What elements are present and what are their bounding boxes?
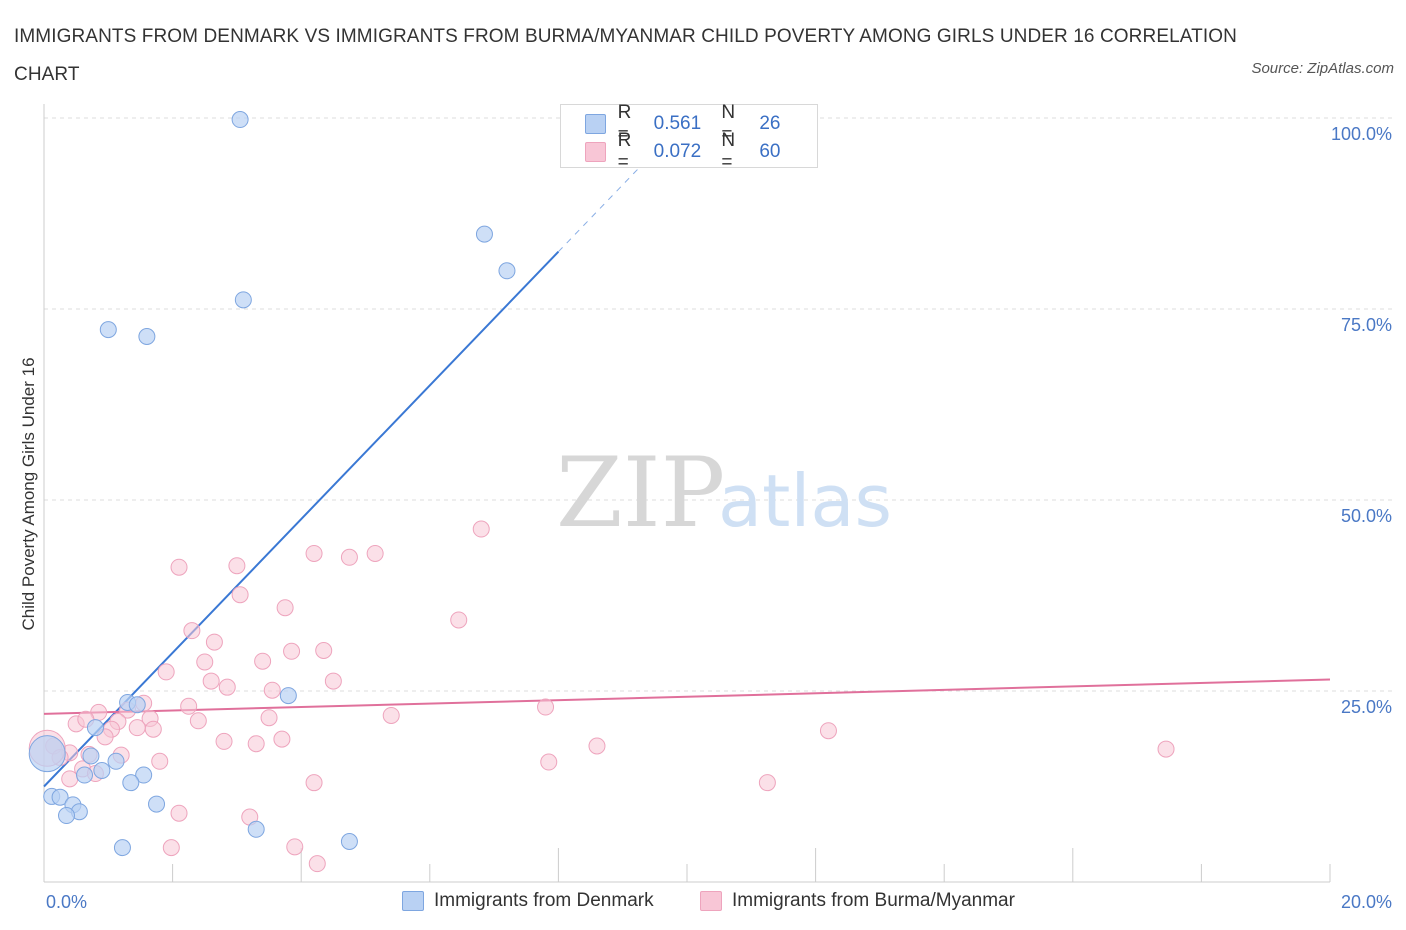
grid-lines bbox=[44, 118, 1394, 691]
point-burma bbox=[820, 723, 836, 739]
point-burma bbox=[306, 775, 322, 791]
point-burma bbox=[171, 559, 187, 575]
point-burma bbox=[190, 713, 206, 729]
point-burma bbox=[197, 654, 213, 670]
point-burma bbox=[229, 558, 245, 574]
point-burma bbox=[264, 682, 280, 698]
trend-line-burma bbox=[44, 680, 1330, 714]
point-burma bbox=[325, 673, 341, 689]
point-denmark bbox=[100, 322, 116, 338]
y-tick-label: 25.0% bbox=[1341, 697, 1392, 717]
y-tick-label: 75.0% bbox=[1341, 315, 1392, 335]
legend-n-value: 26 bbox=[759, 113, 817, 135]
point-denmark bbox=[108, 753, 124, 769]
point-denmark bbox=[139, 329, 155, 345]
point-burma bbox=[152, 753, 168, 769]
legend-swatch-denmark bbox=[585, 114, 606, 134]
y-tick-label: 100.0% bbox=[1331, 124, 1392, 144]
y-axis-label: Child Poverty Among Girls Under 16 bbox=[19, 357, 38, 630]
point-burma bbox=[203, 673, 219, 689]
point-denmark bbox=[248, 821, 264, 837]
point-burma bbox=[163, 840, 179, 856]
point-denmark bbox=[123, 775, 139, 791]
point-burma bbox=[129, 720, 145, 736]
point-burma bbox=[383, 707, 399, 723]
point-burma bbox=[261, 710, 277, 726]
x-tick-label: 20.0% bbox=[1341, 892, 1392, 912]
y-tick-label: 50.0% bbox=[1341, 506, 1392, 526]
point-burma bbox=[277, 600, 293, 616]
legend-label-denmark: Immigrants from Denmark bbox=[434, 890, 654, 912]
legend: R = 0.561 N = 26 R = 0.072 N = 60 bbox=[560, 104, 818, 168]
legend-label-burma: Immigrants from Burma/Myanmar bbox=[732, 890, 1015, 912]
point-burma bbox=[759, 775, 775, 791]
point-burma bbox=[541, 754, 557, 770]
point-burma bbox=[284, 643, 300, 659]
x-tick-label: 0.0% bbox=[46, 892, 87, 912]
point-burma bbox=[341, 549, 357, 565]
point-denmark bbox=[83, 748, 99, 764]
point-burma bbox=[232, 587, 248, 603]
point-denmark bbox=[94, 762, 110, 778]
point-denmark bbox=[476, 226, 492, 242]
point-burma bbox=[306, 545, 322, 561]
point-denmark bbox=[129, 697, 145, 713]
point-burma bbox=[451, 612, 467, 628]
legend-n-value: 60 bbox=[759, 141, 817, 163]
legend-swatch-burma bbox=[700, 891, 722, 911]
point-denmark bbox=[280, 688, 296, 704]
point-burma bbox=[287, 839, 303, 855]
point-burma bbox=[206, 634, 222, 650]
bottom-legend-burma: Immigrants from Burma/Myanmar bbox=[700, 890, 1015, 912]
point-denmark bbox=[341, 834, 357, 850]
point-burma bbox=[316, 643, 332, 659]
point-burma bbox=[62, 771, 78, 787]
watermark: ZIP atlas bbox=[556, 437, 892, 549]
point-denmark bbox=[499, 263, 515, 279]
watermark-atlas: atlas bbox=[718, 459, 892, 543]
point-denmark bbox=[114, 840, 130, 856]
legend-swatch-denmark bbox=[402, 891, 424, 911]
point-burma bbox=[158, 664, 174, 680]
point-burma bbox=[181, 698, 197, 714]
legend-row-burma: R = 0.072 N = 60 bbox=[585, 140, 817, 164]
point-denmark bbox=[149, 796, 165, 812]
point-burma bbox=[274, 731, 290, 747]
legend-n-label: N = bbox=[721, 130, 749, 174]
point-burma bbox=[255, 653, 271, 669]
point-denmark bbox=[87, 720, 103, 736]
point-burma bbox=[248, 736, 264, 752]
point-burma bbox=[473, 521, 489, 537]
point-burma bbox=[1158, 741, 1174, 757]
point-burma bbox=[184, 623, 200, 639]
point-denmark bbox=[29, 736, 65, 772]
point-denmark bbox=[235, 292, 251, 308]
point-burma bbox=[171, 805, 187, 821]
point-burma bbox=[309, 856, 325, 872]
point-burma bbox=[145, 721, 161, 737]
point-denmark bbox=[232, 112, 248, 128]
legend-r-label: R = bbox=[618, 130, 646, 174]
point-burma bbox=[216, 733, 232, 749]
point-burma bbox=[538, 699, 554, 715]
watermark-zip: ZIP bbox=[556, 437, 725, 549]
point-burma bbox=[219, 679, 235, 695]
point-burma bbox=[589, 738, 605, 754]
legend-swatch-burma bbox=[585, 142, 606, 162]
point-burma bbox=[367, 545, 383, 561]
legend-r-value: 0.561 bbox=[654, 113, 712, 135]
legend-r-value: 0.072 bbox=[654, 141, 712, 163]
bottom-legend-denmark: Immigrants from Denmark bbox=[402, 890, 654, 912]
point-denmark bbox=[77, 767, 93, 783]
point-denmark bbox=[59, 808, 75, 824]
